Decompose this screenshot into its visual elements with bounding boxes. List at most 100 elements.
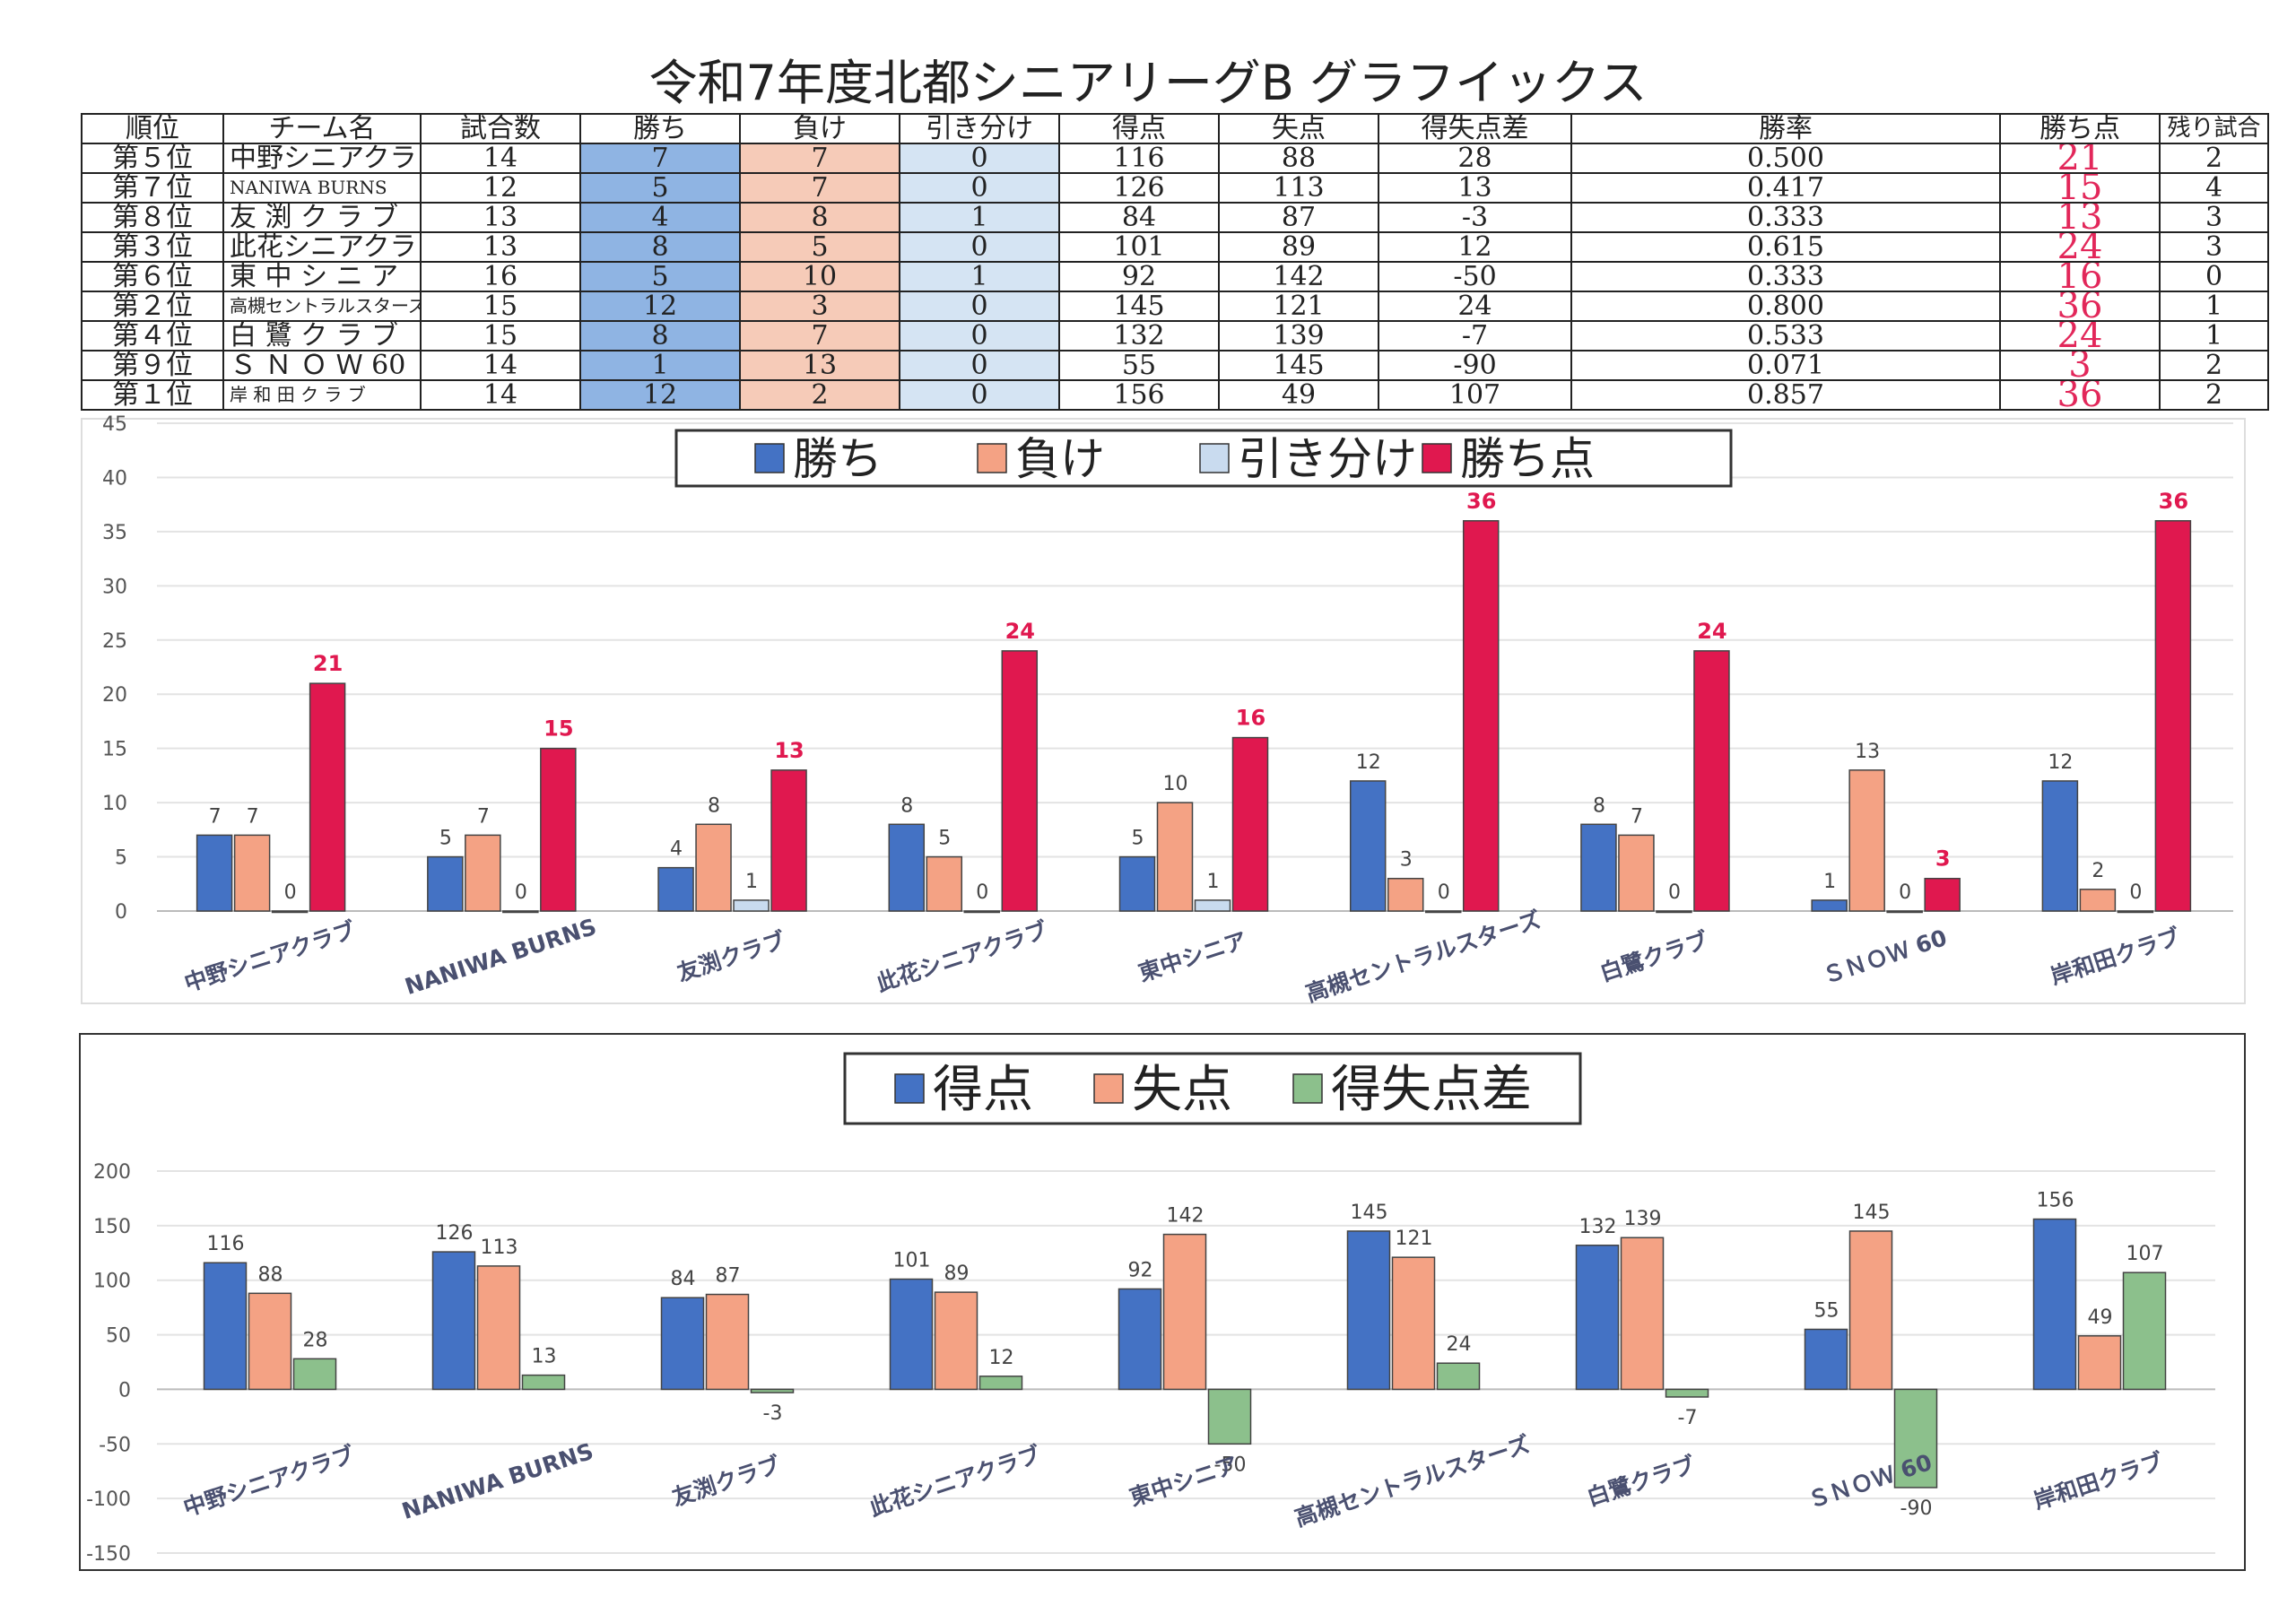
cell-lose: 10 [739, 261, 900, 292]
cell-runs-for: 126 [1058, 172, 1220, 204]
cell-runs-for: 116 [1058, 143, 1220, 174]
cell-games: 14 [420, 350, 581, 381]
data-label: 107 [2126, 1243, 2164, 1265]
bar-負け [233, 834, 271, 912]
cell-draw: 0 [899, 143, 1060, 174]
data-label: 28 [303, 1329, 328, 1351]
cell-win: 1 [579, 350, 741, 381]
category-label: 高槻セントラルスターズ [1302, 907, 1544, 1007]
bar-勝ち [427, 855, 464, 912]
cell-draw: 0 [899, 291, 1060, 322]
category-label: NANIWA BURNS [399, 1438, 597, 1524]
bar-勝ち点 [1693, 650, 1730, 912]
cell-runs-against: 121 [1218, 291, 1379, 322]
data-label: 1 [745, 871, 758, 893]
data-label: 145 [1351, 1202, 1388, 1224]
cell-lose: 3 [739, 291, 900, 322]
bar-失点 [2077, 1335, 2122, 1391]
bar-得点 [203, 1262, 248, 1391]
y-tick-label: 5 [115, 847, 127, 870]
data-label: -7 [1678, 1407, 1698, 1429]
category-label: 岸和田クラブ [2031, 1448, 2167, 1515]
cell-runs-against: 88 [1218, 143, 1379, 174]
data-label: 12 [989, 1347, 1014, 1369]
y-tick-label: 30 [102, 576, 127, 598]
bar-勝ち点 [2154, 520, 2192, 912]
cell-draw: 0 [899, 172, 1060, 204]
cell-runs-for: 101 [1058, 231, 1220, 263]
cell-pct: 0.500 [1570, 143, 2001, 174]
table-row: 第９位 Ｓ Ｎ Ｏ Ｗ 60 14 1 13 0 55 145 -90 0.071 3 2 [81, 350, 2269, 381]
header-cell: 得失点差 [1378, 113, 1572, 144]
data-label: 7 [247, 805, 259, 828]
cell-games: 15 [420, 291, 581, 322]
cell-draw: 0 [899, 350, 1060, 381]
data-label: 0 [976, 881, 988, 904]
data-label: 8 [708, 794, 720, 817]
bar-得失点差 [1893, 1388, 1938, 1488]
data-label: 5 [1132, 828, 1144, 850]
header-cell: 順位 [81, 113, 224, 144]
bar-負け [465, 834, 501, 912]
bar-負け [2079, 889, 2117, 912]
data-label: 0 [1668, 881, 1681, 904]
category-label: 白鷺クラブ [1596, 927, 1711, 986]
cell-team: 此花シニアクラブ [222, 231, 422, 263]
header-cell: 引き分け [899, 113, 1060, 144]
bar-失点 [1162, 1233, 1207, 1391]
bar-引き分け [1194, 899, 1231, 912]
cell-diff: -90 [1378, 350, 1572, 381]
cell-win: 4 [579, 202, 741, 233]
cell-pct: 0.071 [1570, 350, 2001, 381]
category-label: 東中シニア [1135, 927, 1250, 986]
legend-label: 得失点差 [1331, 1061, 1532, 1119]
cell-points: 3 [1999, 350, 2161, 381]
cell-diff: 24 [1378, 291, 1572, 322]
bar-勝ち [1811, 899, 1848, 912]
cell-team: 中野シニアクラブ [222, 143, 422, 174]
bar-勝ち [888, 823, 926, 912]
cell-remaining: 0 [2159, 261, 2269, 292]
data-label: 116 [207, 1233, 245, 1255]
cell-lose: 8 [739, 202, 900, 233]
cell-draw: 0 [899, 379, 1060, 411]
cell-runs-for: 55 [1058, 350, 1220, 381]
cell-team: NANIWA BURNS [222, 172, 422, 204]
cell-pct: 0.333 [1570, 202, 2001, 233]
category-label: 此花シニアクラブ [874, 916, 1051, 996]
data-label: 10 [1163, 773, 1188, 795]
bar-勝ち [1118, 855, 1156, 912]
cell-lose: 2 [739, 379, 900, 411]
data-label: 13 [1855, 741, 1880, 763]
cell-rank: 第９位 [81, 350, 224, 381]
category-label: 中野シニアクラブ [180, 1441, 358, 1521]
data-label: 113 [481, 1237, 518, 1259]
cell-points: 24 [1999, 320, 2161, 352]
cell-diff: 107 [1378, 379, 1572, 411]
header-cell: 負け [739, 113, 900, 144]
legend-label: 負け [1015, 433, 1105, 485]
header-cell: 残り試合 [2159, 113, 2269, 144]
cell-diff: 12 [1378, 231, 1572, 263]
cell-win: 5 [579, 261, 741, 292]
data-label: 88 [258, 1263, 283, 1286]
cell-team: 友 渕 ク ラ ブ [222, 202, 422, 233]
legend-box [843, 1052, 1582, 1125]
cell-runs-for: 145 [1058, 291, 1220, 322]
cell-runs-against: 89 [1218, 231, 1379, 263]
cell-runs-for: 84 [1058, 202, 1220, 233]
data-label: 7 [477, 805, 490, 828]
cell-diff: 13 [1378, 172, 1572, 204]
bar-得失点差 [1207, 1388, 1252, 1445]
y-tick-label: 20 [102, 684, 127, 707]
bar-勝ち点 [1231, 736, 1269, 912]
data-label: 101 [893, 1249, 931, 1271]
cell-pct: 0.800 [1570, 291, 2001, 322]
data-label: 8 [900, 794, 913, 817]
cell-runs-for: 132 [1058, 320, 1220, 352]
cell-runs-against: 49 [1218, 379, 1379, 411]
data-label: 0 [2129, 881, 2142, 904]
data-label: 3 [1935, 846, 1951, 872]
bar-負け [1156, 802, 1194, 912]
